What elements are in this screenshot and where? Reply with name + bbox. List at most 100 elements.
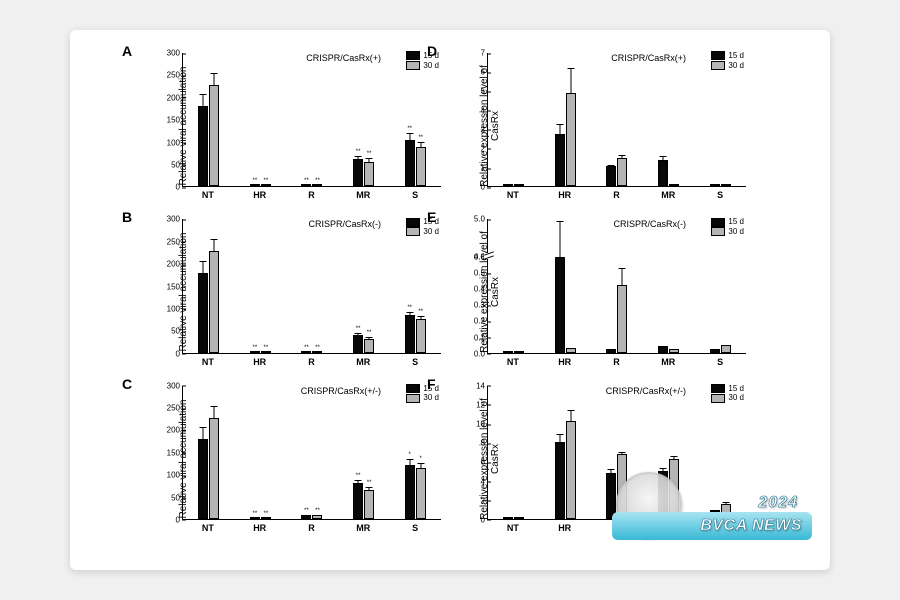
bar-group-S (694, 219, 746, 352)
error-bar (663, 156, 664, 160)
panel-D: DRelative expression level ofCasRx012345… (465, 45, 750, 207)
y-ticks: 050100150200250300 (160, 219, 182, 353)
error-bar (570, 68, 571, 94)
error-bar (663, 468, 664, 473)
significance-marker: ** (253, 511, 258, 517)
legend-swatch-icon (711, 51, 725, 60)
y-ticks: 050100150200250300 (160, 53, 182, 187)
error-bar (409, 312, 410, 316)
bar-HR-15d: ** (250, 351, 260, 353)
significance-marker: ** (407, 126, 412, 132)
bar-group-MR: **** (338, 53, 390, 186)
significance-marker: ** (356, 473, 361, 479)
panel-title: CRISPR/CasRx(-) (613, 219, 686, 229)
bar-NT-15d (198, 273, 208, 353)
bar-MR-30d: ** (364, 490, 374, 519)
bar-NT-30d (209, 251, 219, 352)
error-bar (622, 155, 623, 159)
significance-marker: ** (315, 508, 320, 514)
x-tick-MR: MR (337, 520, 389, 540)
legend-swatch-icon (406, 218, 420, 227)
bar-group-HR (540, 386, 592, 519)
legend-item-30d: 30 d (711, 61, 744, 71)
x-tick-S: S (694, 187, 746, 207)
figure-stage: ARelative viral accumulation050100150200… (70, 30, 830, 570)
bars-container: **************** (183, 219, 441, 352)
bar-R-15d: ** (301, 351, 311, 353)
error-bar (358, 156, 359, 160)
bar-NT-15d (503, 517, 513, 519)
bar-S-15d (710, 349, 720, 352)
bar-group-NT (183, 53, 235, 186)
legend: 15 d30 d (711, 217, 744, 236)
x-tick-S: S (389, 187, 441, 207)
x-tick-HR: HR (234, 520, 286, 540)
bar-HR-15d: ** (250, 184, 260, 186)
x-tick-MR: MR (337, 354, 389, 374)
bar-NT-30d (514, 184, 524, 186)
bar-R-30d: ** (312, 515, 322, 519)
bar-group-S: ** (389, 386, 441, 519)
significance-marker: ** (264, 345, 269, 351)
panel-title: CRISPR/CasRx(+/-) (606, 386, 686, 396)
significance-marker: ** (304, 508, 309, 514)
badge-year: 2024 (758, 494, 798, 512)
bar-group-MR (643, 219, 695, 352)
error-bar (214, 73, 215, 86)
significance-marker: * (420, 456, 422, 462)
bar-MR-15d (658, 160, 668, 187)
bar-group-HR (540, 53, 592, 186)
panel-letter: B (122, 209, 132, 225)
x-tick-R: R (591, 187, 643, 207)
x-tick-HR: HR (539, 520, 591, 540)
bar-MR-30d: ** (364, 162, 374, 186)
legend-label: 30 d (423, 61, 439, 71)
bar-S-30d (721, 345, 731, 353)
error-bar (203, 94, 204, 107)
legend: 15 d30 d (711, 384, 744, 403)
bar-NT-30d (209, 85, 219, 186)
bar-S-30d: ** (416, 319, 426, 352)
bar-group-MR (643, 386, 695, 519)
bars-container (488, 386, 746, 519)
error-bar (409, 459, 410, 465)
bar-group-S (694, 386, 746, 519)
error-bar (369, 337, 370, 340)
panel-title: CRISPR/CasRx(-) (308, 219, 381, 229)
x-tick-S: S (389, 520, 441, 540)
legend-item-30d: 30 d (406, 227, 439, 237)
bar-MR-15d (658, 346, 668, 352)
bar-R-15d (606, 349, 616, 352)
panel-E: ERelative expression level ofCasRx0.00.1… (465, 211, 750, 373)
legend-item-15d: 15 d (711, 51, 744, 61)
significance-marker: ** (356, 149, 361, 155)
bar-R-15d: ** (301, 515, 311, 519)
x-ticks: NTHRRMRS (487, 354, 746, 374)
significance-marker: ** (315, 178, 320, 184)
panel-letter: C (122, 376, 132, 392)
legend-swatch-icon (406, 384, 420, 393)
bar-group-R (591, 386, 643, 519)
x-ticks: NTHRRMRS (182, 354, 441, 374)
legend-item-30d: 30 d (406, 61, 439, 71)
legend-swatch-icon (711, 394, 725, 403)
bar-S-30d (721, 504, 731, 519)
x-tick-R: R (286, 187, 338, 207)
bar-MR-15d: ** (353, 159, 363, 187)
bar-group-S: **** (389, 53, 441, 186)
legend-swatch-icon (406, 227, 420, 236)
bar-group-HR: **** (235, 53, 287, 186)
bar-HR-15d: ** (250, 517, 260, 519)
legend-item-15d: 15 d (711, 217, 744, 227)
bar-group-MR: ** ** (338, 386, 390, 519)
error-bar (214, 239, 215, 252)
significance-marker: ** (418, 309, 423, 315)
error-bar (559, 221, 560, 258)
significance-marker: ** (407, 305, 412, 311)
x-tick-NT: NT (487, 354, 539, 374)
plot-area: **************** (182, 53, 441, 187)
bar-NT-15d (503, 351, 513, 353)
x-ticks: NTHRRMRS (487, 187, 746, 207)
bar-group-S (694, 53, 746, 186)
panel-letter: A (122, 43, 132, 59)
